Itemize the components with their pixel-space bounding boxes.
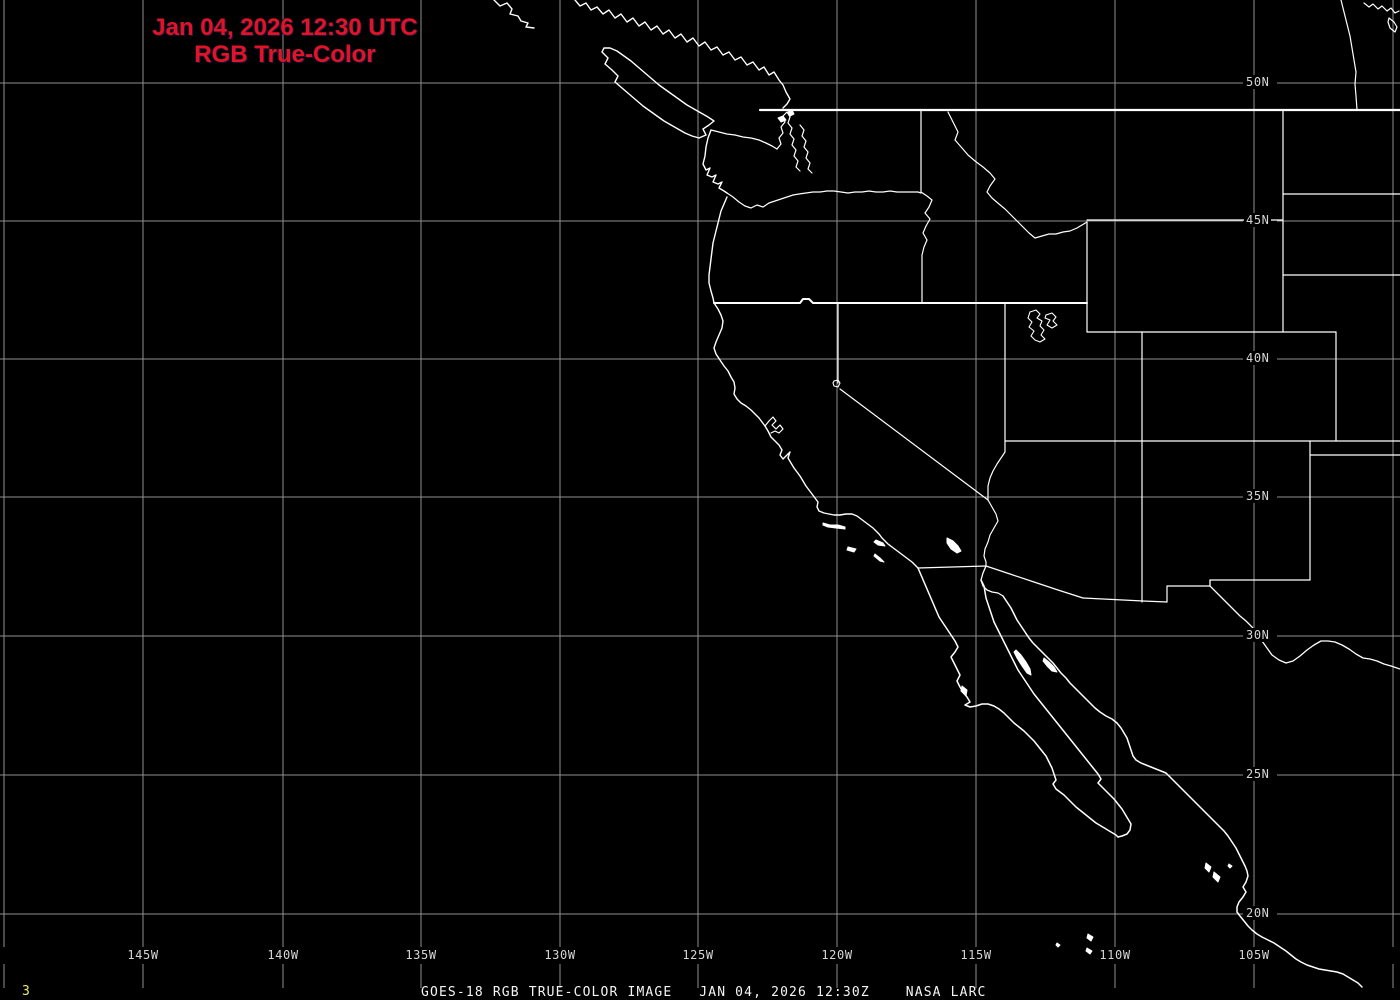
san-francisco-bay [764,416,784,434]
salton-sea [946,537,962,554]
manitoba-lake-line [1340,0,1358,111]
lon-label-110w: 110W [1097,948,1133,962]
tres-marias-island-2 [1212,871,1221,883]
lat-label-40n: 40N [1244,351,1272,365]
lat-label-20n: 20N [1244,906,1272,920]
puget-sound-channel-1 [776,111,801,172]
lon-label-120w: 120W [819,948,855,962]
great-salt-lake-east [1044,312,1058,329]
lat-label-30n: 30N [1244,628,1272,642]
lake-tahoe [832,379,841,388]
bc-mainland-coast [574,0,791,109]
colorado-river-ca-az [983,499,999,567]
rio-grande [1209,579,1400,670]
colorado-river-nv-az [987,440,1006,501]
socorro-islet-1 [1055,942,1061,948]
tres-marias-islet [1227,863,1233,869]
image-caption: GOES-18 RGB TRUE-COLOR IMAGE JAN 04, 202… [421,985,987,1000]
lat-label-50n: 50N [1244,75,1272,89]
baja-west-coast [917,567,1119,838]
san-clemente-island [873,553,885,563]
lon-label-130w: 130W [542,948,578,962]
lon-label-125w: 125W [680,948,716,962]
tres-marias-island-1 [1204,862,1212,873]
sonora-sinaloa-coast [1002,595,1363,988]
frame-counter: 3 [22,984,30,999]
vancouver-island-coast [601,47,715,139]
strait-south-shore [710,129,778,150]
california-coast-south [764,425,919,569]
baja-east-coast [980,579,1132,838]
lon-label-145w: 145W [125,948,161,962]
columbia-river-border [726,190,922,209]
socorro-islet-3 [1085,947,1093,955]
haida-gwaii-coast [493,0,535,29]
california-coast-north [713,302,766,427]
top-right-lake-blob [1387,17,1398,33]
snake-river-or-id-border [920,191,933,304]
washington-coast [702,129,728,194]
lat-label-35n: 35N [1244,489,1272,503]
tiburon-island [1042,657,1058,673]
az-mexico-border [985,565,1084,599]
lat-label-25n: 25N [1244,767,1272,781]
lon-label-105w: 105W [1236,948,1272,962]
map-lines [493,0,1400,988]
ca-mexico-border [917,565,987,569]
channel-islands-north-chain [822,522,846,530]
great-salt-lake-west [1027,309,1046,343]
border-31n [1082,597,1168,603]
border-42n [713,298,1088,304]
lat-label-45n: 45N [1244,213,1272,227]
angel-de-la-guarda-island [1013,649,1032,676]
catalina-island [873,539,886,547]
oregon-coast [708,196,728,304]
socorro-islet-2 [1086,933,1094,942]
lon-label-115w: 115W [958,948,994,962]
lon-label-135w: 135W [403,948,439,962]
product-name-text: RGB True-Color [194,41,376,68]
image-timestamp-overlay: Jan 04, 2026 12:30 UTC RGB True-Color [140,14,430,68]
timestamp-text: Jan 04, 2026 12:30 UTC [152,14,418,41]
san-juan-island-2 [787,109,795,117]
id-mt-border [947,111,1088,239]
puget-sound-channel-2 [799,124,813,174]
lon-label-140w: 140W [265,948,301,962]
san-nicolas-island [846,546,857,553]
top-right-lake-squiggle [1363,2,1400,14]
san-juan-island-1 [777,115,787,123]
nm-bootheel-border [1166,585,1211,603]
ca-nv-diagonal-border [839,388,989,501]
cedros-island [960,685,968,697]
